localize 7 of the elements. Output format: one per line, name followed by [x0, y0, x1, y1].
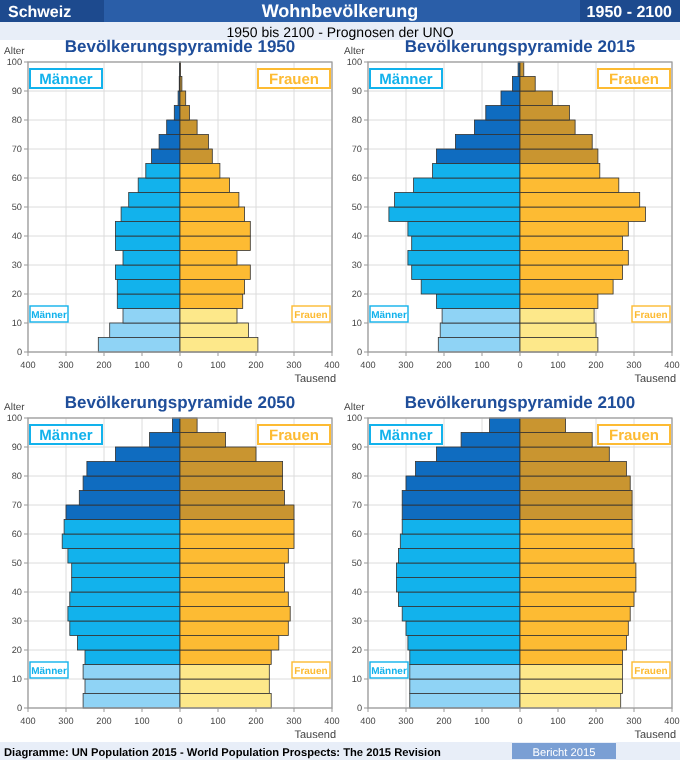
- text: Wohnbevölkerung: [261, 1, 419, 21]
- text: Schweiz: [8, 3, 72, 21]
- chart-title: Bevölkerungspyramide 1950: [64, 36, 296, 56]
- chart-title: Bevölkerungspyramide 2015: [404, 36, 636, 56]
- chart-title: Bevölkerungspyramide 2050: [64, 392, 296, 412]
- text: 1950 - 2100: [586, 3, 674, 21]
- chart-title: Bevölkerungspyramide 2100: [404, 392, 636, 412]
